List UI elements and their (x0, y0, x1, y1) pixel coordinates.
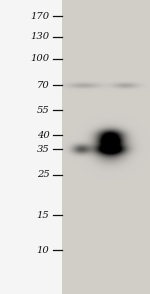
Text: 170: 170 (30, 12, 50, 21)
Text: 25: 25 (37, 171, 50, 179)
Text: 15: 15 (37, 211, 50, 220)
Text: 40: 40 (37, 131, 50, 140)
Text: 70: 70 (37, 81, 50, 90)
Text: 130: 130 (30, 32, 50, 41)
Text: 10: 10 (37, 246, 50, 255)
Text: 100: 100 (30, 54, 50, 63)
Text: 55: 55 (37, 106, 50, 115)
Bar (0, 0, 62, 294)
Text: 35: 35 (37, 145, 50, 153)
